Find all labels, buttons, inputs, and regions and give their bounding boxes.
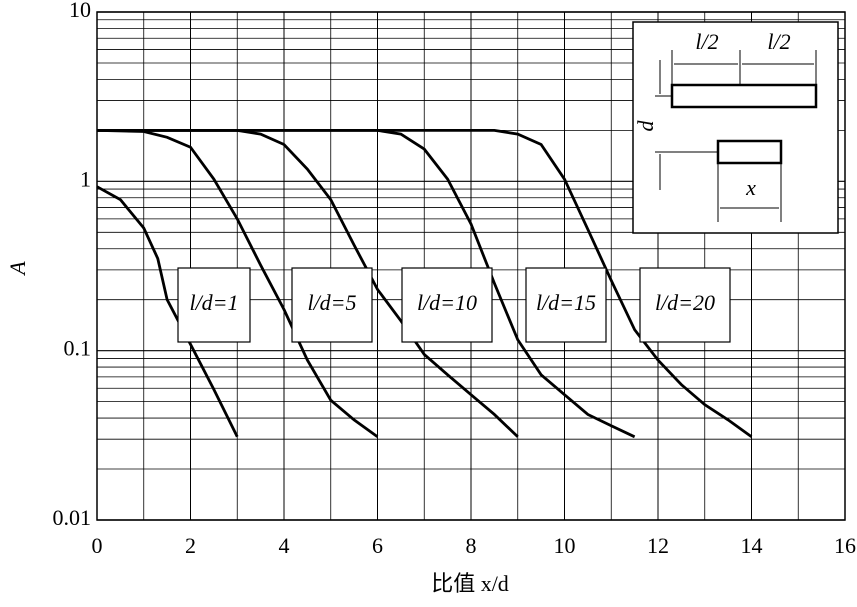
legend-label: l/d=15 (536, 290, 596, 315)
series-labels: l/d=1 l/d=5 l/d=10 l/d=15 l/d=20 (177, 267, 731, 343)
y-tick-label: 0.01 (53, 505, 92, 530)
legend-label: l/d=20 (655, 290, 715, 315)
x-tick-label: 0 (92, 533, 103, 558)
legend-label: l/d=1 (189, 290, 238, 315)
x-tick-label: 2 (185, 533, 196, 558)
label-box (177, 267, 251, 343)
curve (97, 128, 753, 438)
curve (96, 128, 379, 438)
inset-label: d (633, 120, 658, 132)
label-box (291, 267, 373, 343)
x-tick-label: 16 (834, 533, 856, 558)
inset: l/2 l/2 d x (632, 21, 839, 234)
legend-label: l/d=10 (417, 290, 477, 315)
curve (97, 128, 519, 438)
inset-label: x (745, 175, 756, 200)
label-box (639, 267, 731, 343)
x-axis-label: 比值 x/d (431, 571, 509, 596)
x-tick-label: 8 (466, 533, 477, 558)
curve (96, 185, 239, 438)
inset-label: l/2 (695, 29, 718, 54)
y-axis-label: A (5, 261, 30, 277)
label-box (401, 267, 493, 343)
plot-frame (96, 11, 846, 521)
x-tick-label: 4 (279, 533, 290, 558)
inset-label: l/2 (767, 29, 790, 54)
y-tick-label: 0.1 (64, 336, 92, 361)
label-box (525, 267, 607, 343)
inset-frame (632, 21, 839, 234)
x-tick-label: 14 (741, 533, 763, 558)
curves (96, 128, 753, 439)
legend-label: l/d=5 (307, 290, 356, 315)
x-tick-label: 10 (554, 533, 576, 558)
y-tick-label: 10 (69, 0, 91, 22)
x-tick-label: 6 (372, 533, 383, 558)
curve (97, 128, 636, 439)
x-tick-label: 12 (647, 533, 669, 558)
y-tick-label: 1 (80, 166, 91, 191)
